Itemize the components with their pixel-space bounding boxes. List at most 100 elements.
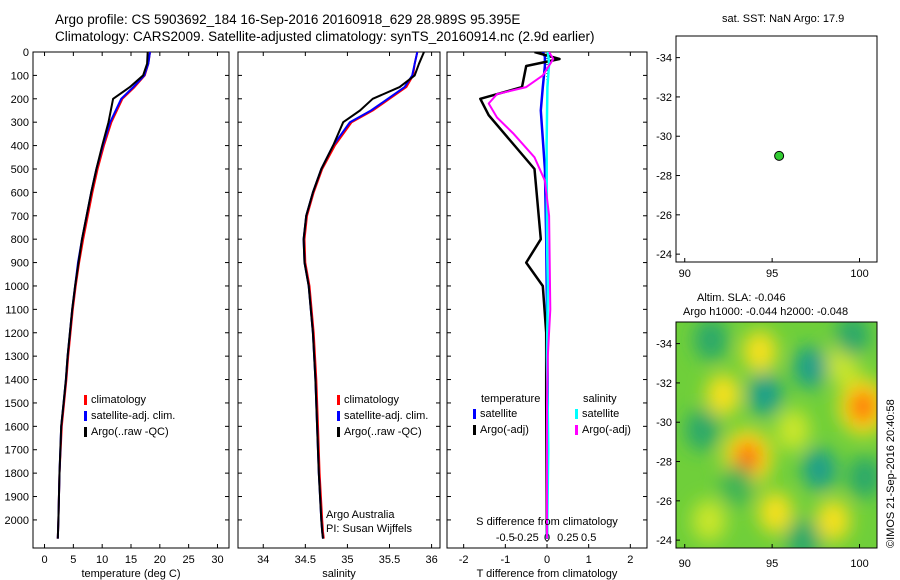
temperature-ytick-label: 200	[11, 94, 29, 106]
temperature-legend-label: Argo(..raw -QC)	[91, 426, 169, 438]
salinity-xtick-label: 35	[341, 554, 353, 566]
difference-xtick-label: -1	[500, 554, 510, 566]
difference-series-t-argo-adj-	[479, 52, 561, 539]
sst-map-ytick-label: -34	[656, 53, 672, 65]
difference-legend-t-label: Argo(-adj)	[480, 424, 529, 436]
difference-legend-t-swatch	[473, 409, 476, 419]
temperature-xlabel: temperature (deg C)	[81, 568, 180, 580]
difference-xtick-label: -2	[459, 554, 469, 566]
difference-xtick-label: 2	[627, 554, 633, 566]
temperature-legend-label: satellite-adj. clim.	[91, 410, 175, 422]
salinity-annotation-line2: PI: Susan Wijffels	[326, 523, 412, 535]
temperature-ytick-label: 0	[23, 47, 29, 59]
temperature-ytick-label: 1200	[5, 328, 29, 340]
salinity-series-argo-raw-qc-	[302, 52, 425, 539]
difference-legend-s-label: satellite	[582, 408, 619, 420]
temperature-legend-swatch	[84, 395, 87, 405]
temperature-ytick-label: 2000	[5, 515, 29, 527]
temperature-legend-swatch	[84, 411, 87, 421]
temperature-ytick-label: 1600	[5, 421, 29, 433]
difference-s-tick-label: 0.25	[557, 532, 578, 544]
altimetry-label-line1: Altim. SLA: -0.046	[697, 292, 786, 304]
temperature-ytick-label: 1000	[5, 281, 29, 293]
sst-map-ytick-label: -28	[656, 171, 672, 183]
salinity-legend-label: Argo(..raw -QC)	[344, 426, 422, 438]
temperature-xtick-label: 0	[41, 554, 47, 566]
temperature-xtick-label: 30	[211, 554, 223, 566]
temperature-ytick-label: 1300	[5, 351, 29, 363]
altimetry-map-frame	[675, 321, 878, 549]
difference-xtick-label: 1	[586, 554, 592, 566]
temperature-xtick-label: 20	[154, 554, 166, 566]
temperature-series-argo-raw-qc-	[56, 52, 149, 539]
temperature-series-satellite-adj-clim-	[56, 52, 151, 539]
temperature-legend-swatch	[84, 427, 87, 437]
temperature-ytick-label: 1500	[5, 398, 29, 410]
difference-s-tick-label: -0.5	[496, 532, 515, 544]
sst-map-xtick-label: 95	[766, 268, 778, 280]
temperature-ytick-label: 300	[11, 117, 29, 129]
sst-map-ytick-label: -30	[656, 131, 672, 143]
sst-map-background	[676, 36, 877, 262]
altimetry-sla-blob	[786, 519, 821, 548]
temperature-panel-frame	[32, 51, 230, 549]
altimetry-map-xtick-label: 100	[850, 558, 868, 570]
altimetry-sla-blob	[776, 409, 811, 452]
difference-legend-s-label: Argo(-adj)	[582, 424, 631, 436]
difference-xlabel-top: S difference from climatology	[476, 516, 618, 528]
altimetry-sla-blob	[835, 322, 870, 357]
temperature-xtick-label: 15	[125, 554, 137, 566]
temperature-ytick-label: 100	[11, 70, 29, 82]
altimetry-label-line2: Argo h1000: -0.044 h2000: -0.048	[683, 306, 849, 318]
altimetry-map-xtick-label: 95	[766, 558, 778, 570]
difference-legend-s-title: salinity	[583, 393, 617, 405]
altimetry-sla-blob	[748, 373, 783, 416]
altimetry-sla-blob	[758, 491, 793, 534]
difference-s-tick-label: 0.5	[581, 532, 596, 544]
altimetry-sla-blob	[692, 499, 727, 542]
altimetry-sla-blob	[847, 456, 877, 499]
salinity-xlabel: salinity	[322, 568, 356, 580]
sst-map-ytick-label: -24	[656, 249, 672, 261]
sst-map-frame	[675, 35, 878, 263]
difference-xtick-label: 0	[544, 554, 550, 566]
temperature-ytick-label: 1800	[5, 468, 29, 480]
sst-map-xtick-label: 90	[679, 268, 691, 280]
altimetry-sla-blob	[850, 389, 877, 424]
sst-map-xtick-label: 100	[850, 268, 868, 280]
difference-legend-t-title: temperature	[481, 393, 540, 405]
temperature-ytick-label: 600	[11, 187, 29, 199]
salinity-legend-swatch	[337, 411, 340, 421]
difference-legend-t-swatch	[473, 425, 476, 435]
altimetry-sla-blob	[742, 330, 777, 373]
altimetry-sla-blob	[720, 464, 755, 507]
difference-s-tick-label: -0.25	[514, 532, 539, 544]
salinity-legend-swatch	[337, 427, 340, 437]
salinity-xtick-label: 34	[257, 554, 269, 566]
temperature-ytick-label: 500	[11, 164, 29, 176]
figure-title-line1: Argo profile: CS 5903692_184 16-Sep-2016…	[55, 12, 521, 27]
salinity-xtick-label: 35.5	[379, 554, 400, 566]
salinity-legend-swatch	[337, 395, 340, 405]
temperature-ytick-label: 800	[11, 234, 29, 246]
salinity-panel-frame	[237, 51, 441, 549]
temperature-ytick-label: 1700	[5, 445, 29, 457]
difference-legend-s-swatch	[575, 409, 578, 419]
difference-xlabel: T difference from climatology	[477, 568, 618, 580]
temperature-xtick-label: 5	[70, 554, 76, 566]
argo-float-location-marker	[774, 150, 785, 161]
altimetry-map-xtick-label: 90	[679, 558, 691, 570]
difference-legend-s-swatch	[575, 425, 578, 435]
altimetry-sla-blob	[816, 499, 851, 542]
salinity-legend-label: satellite-adj. clim.	[344, 410, 428, 422]
altimetry-sla-blob	[793, 346, 828, 389]
temperature-ytick-label: 400	[11, 141, 29, 153]
altimetry-map-ytick-label: -24	[656, 535, 672, 547]
temperature-ytick-label: 900	[11, 258, 29, 270]
sst-map-ytick-label: -26	[656, 210, 672, 222]
salinity-legend-label: climatology	[344, 394, 400, 406]
altimetry-sla-blob	[693, 322, 728, 361]
temperature-ytick-label: 1100	[5, 304, 29, 316]
temperature-ytick-label: 1900	[5, 492, 29, 504]
figure-title-line2: Climatology: CARS2009. Satellite-adjuste…	[55, 29, 595, 44]
